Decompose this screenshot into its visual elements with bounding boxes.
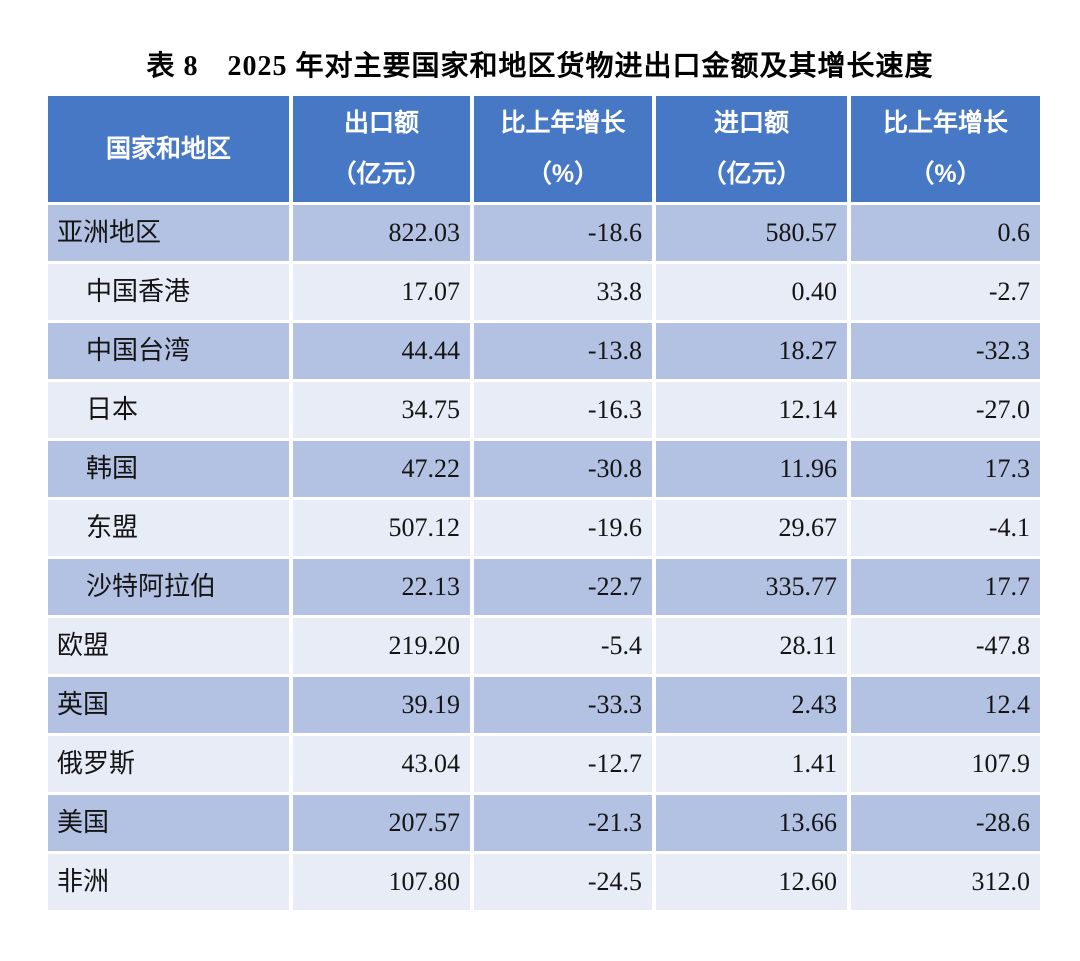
export-cell: 207.57: [293, 795, 470, 851]
column-header: 比上年增长 （%）: [474, 96, 652, 202]
column-header: 出口额 （亿元）: [293, 96, 470, 202]
region-cell: 中国台湾: [48, 323, 289, 379]
import-growth-cell: 12.4: [851, 677, 1040, 733]
import-cell: 12.60: [656, 854, 847, 910]
import-growth-cell: -47.8: [851, 618, 1040, 674]
region-cell: 英国: [48, 677, 289, 733]
column-header-label: 比上年增长: [500, 109, 626, 137]
column-header-label: 进口额: [713, 109, 789, 137]
column-header: 比上年增长 （%）: [851, 96, 1040, 202]
region-cell: 亚洲地区: [48, 205, 289, 261]
column-header-label: （%）: [526, 160, 600, 188]
region-cell: 欧盟: [48, 618, 289, 674]
column-header-label: （%）: [909, 160, 982, 188]
region-cell: 东盟: [48, 500, 289, 556]
region-cell: 俄罗斯: [48, 736, 289, 792]
export-cell: 34.75: [293, 382, 470, 438]
region-cell: 沙特阿拉伯: [48, 559, 289, 615]
column-header-label: 国家和地区: [105, 134, 231, 163]
trade-table: 国家和地区 出口额 （亿元） 比上年增长 （%） 进口额 （亿元） 比上年增长 （%） 亚洲地区 8…: [48, 96, 1040, 910]
import-cell: 13.66: [656, 795, 847, 851]
import-cell: 18.27: [656, 323, 847, 379]
export-growth-cell: -12.7: [474, 736, 652, 792]
export-cell: 39.19: [293, 677, 470, 733]
import-cell: 2.43: [656, 677, 847, 733]
import-growth-cell: -32.3: [851, 323, 1040, 379]
region-cell: 美国: [48, 795, 289, 851]
export-cell: 822.03: [293, 205, 470, 261]
export-cell: 507.12: [293, 500, 470, 556]
export-growth-cell: -21.3: [474, 795, 652, 851]
export-growth-cell: -33.3: [474, 677, 652, 733]
region-cell: 日本: [48, 382, 289, 438]
import-cell: 29.67: [656, 500, 847, 556]
export-growth-cell: 33.8: [474, 264, 652, 320]
region-cell: 韩国: [48, 441, 289, 497]
import-cell: 11.96: [656, 441, 847, 497]
region-cell: 中国香港: [48, 264, 289, 320]
import-cell: 1.41: [656, 736, 847, 792]
column-header-label: 比上年增长: [882, 109, 1008, 137]
export-growth-cell: -13.8: [474, 323, 652, 379]
export-cell: 17.07: [293, 264, 470, 320]
column-header: 国家和地区: [48, 96, 289, 202]
export-growth-cell: -24.5: [474, 854, 652, 910]
export-cell: 47.22: [293, 441, 470, 497]
export-growth-cell: -22.7: [474, 559, 652, 615]
import-growth-cell: 17.3: [851, 441, 1040, 497]
export-cell: 22.13: [293, 559, 470, 615]
import-growth-cell: -27.0: [851, 382, 1040, 438]
export-cell: 219.20: [293, 618, 470, 674]
import-growth-cell: -4.1: [851, 500, 1040, 556]
page-title: 表 8 2025 年对主要国家和地区货物进出口金额及其增长速度: [146, 51, 934, 82]
import-growth-cell: 17.7: [851, 559, 1040, 615]
column-header: 进口额 （亿元）: [656, 96, 847, 202]
column-header-label: （亿元）: [331, 160, 432, 188]
column-header-label: （亿元）: [701, 160, 802, 188]
import-growth-cell: 107.9: [851, 736, 1040, 792]
import-cell: 580.57: [656, 205, 847, 261]
import-growth-cell: -2.7: [851, 264, 1040, 320]
import-cell: 335.77: [656, 559, 847, 615]
export-growth-cell: -5.4: [474, 618, 652, 674]
import-growth-cell: -28.6: [851, 795, 1040, 851]
export-cell: 107.80: [293, 854, 470, 910]
export-growth-cell: -30.8: [474, 441, 652, 497]
import-cell: 0.40: [656, 264, 847, 320]
export-cell: 43.04: [293, 736, 470, 792]
import-growth-cell: 312.0: [851, 854, 1040, 910]
import-cell: 28.11: [656, 618, 847, 674]
export-growth-cell: -16.3: [474, 382, 652, 438]
import-growth-cell: 0.6: [851, 205, 1040, 261]
region-cell: 非洲: [48, 854, 289, 910]
column-header-label: 出口额: [343, 109, 419, 137]
export-growth-cell: -19.6: [474, 500, 652, 556]
import-cell: 12.14: [656, 382, 847, 438]
export-cell: 44.44: [293, 323, 470, 379]
export-growth-cell: -18.6: [474, 205, 652, 261]
